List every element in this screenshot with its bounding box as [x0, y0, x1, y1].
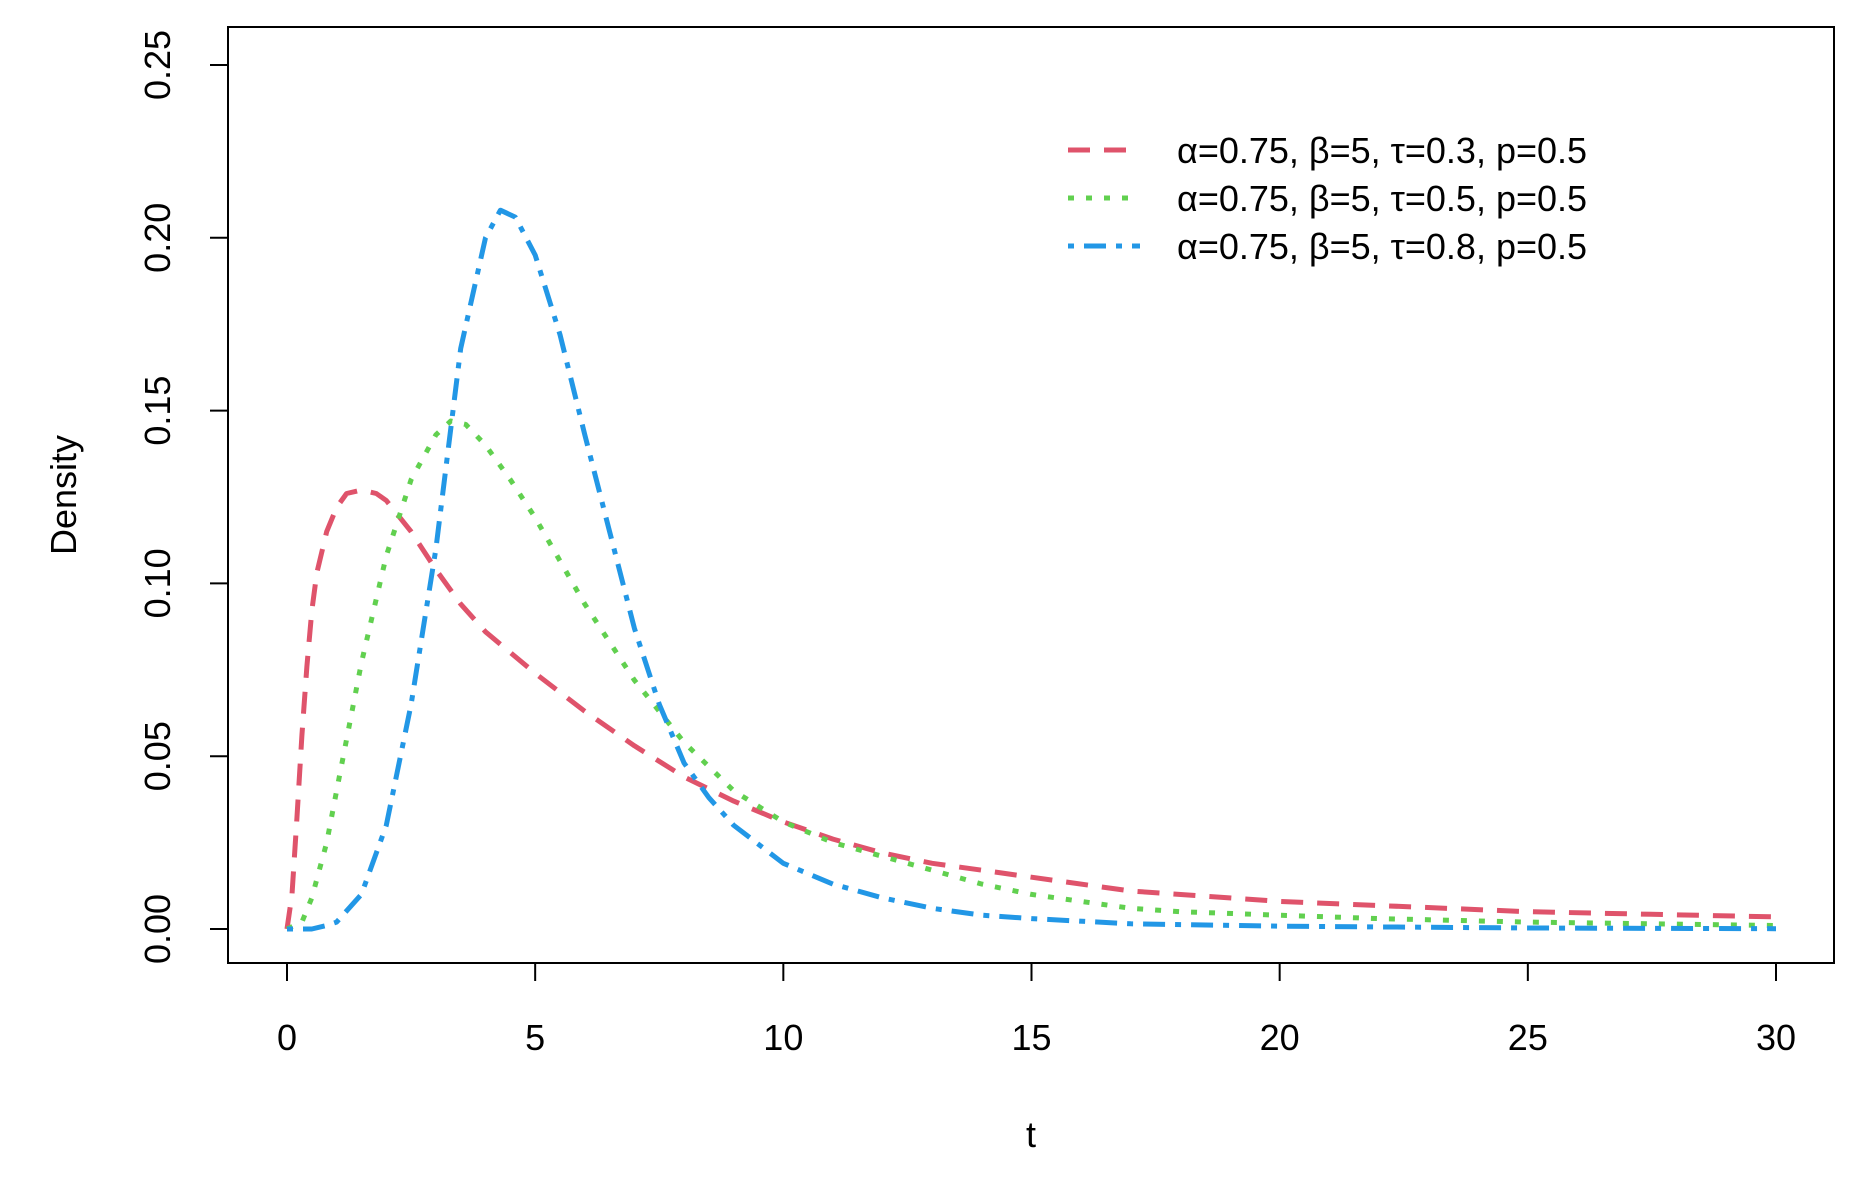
y-tick-label: 0.25: [137, 30, 178, 100]
x-tick-label: 5: [525, 1017, 545, 1058]
series-line-3: [287, 207, 1777, 932]
x-tick-label: 10: [763, 1017, 803, 1058]
series-layer: [284, 207, 1777, 932]
series-line-2: [285, 418, 1777, 932]
legend-label-2: α=0.75, β=5, τ=0.5, p=0.5: [1177, 178, 1587, 219]
y-tick-label: 0.00: [137, 894, 178, 964]
y-axis: 0.00 0.05 0.10 0.15 0.20 0.25: [137, 30, 229, 964]
x-axis: 0 5 10 15 20 25 30: [277, 962, 1796, 1058]
legend-label-1: α=0.75, β=5, τ=0.3, p=0.5: [1177, 130, 1587, 171]
x-tick-label: 15: [1011, 1017, 1051, 1058]
x-axis-title: t: [1026, 1114, 1036, 1155]
y-tick-label: 0.05: [137, 721, 178, 791]
x-tick-label: 20: [1260, 1017, 1300, 1058]
y-tick-label: 0.15: [137, 376, 178, 446]
legend: α=0.75, β=5, τ=0.3, p=0.5 α=0.75, β=5, τ=…: [1068, 130, 1587, 267]
x-tick-label: 25: [1508, 1017, 1548, 1058]
legend-label-3: α=0.75, β=5, τ=0.8, p=0.5: [1177, 226, 1587, 267]
plot-frame: [227, 26, 1835, 964]
x-tick-label: 0: [277, 1017, 297, 1058]
y-tick-label: 0.10: [137, 548, 178, 618]
y-tick-label: 0.20: [137, 203, 178, 273]
series-line-1: [284, 487, 1777, 930]
x-tick-label: 30: [1756, 1017, 1796, 1058]
y-axis-title: Density: [43, 435, 84, 555]
